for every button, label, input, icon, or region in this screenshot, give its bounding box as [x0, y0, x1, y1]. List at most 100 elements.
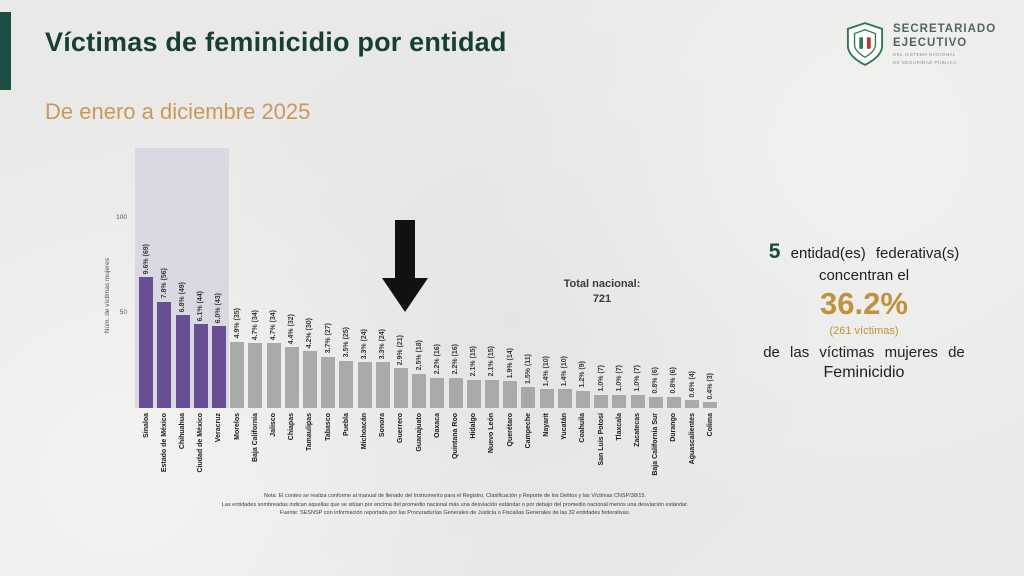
bar — [357, 362, 372, 408]
bar — [157, 301, 172, 408]
callout-crime-text: Feminicidio — [823, 364, 905, 381]
bar — [175, 314, 190, 408]
bar-value-label: 0.8% (6) — [670, 367, 678, 394]
page-title: Víctimas de feminicidio por entidad — [45, 27, 507, 57]
footnote: Nota: El conteo se realiza conforme al m… — [165, 492, 745, 518]
bar-value-label: 1.2% (9) — [579, 361, 587, 388]
footnote-line2: Las entidades sombreadas indican aquella… — [221, 501, 689, 508]
bar-value-label: 2.9% (21) — [397, 334, 405, 366]
bar — [430, 377, 445, 408]
arrow-head — [382, 278, 428, 312]
bar — [630, 394, 645, 408]
x-category-label: Jalisco — [270, 413, 277, 437]
logo-sub-line1: DEL SISTEMA NACIONAL — [893, 51, 956, 57]
bar — [612, 394, 627, 408]
bar — [193, 324, 208, 408]
x-category-label: Coahuila — [579, 413, 587, 443]
logo-name-line2: EJECUTIVO — [893, 37, 968, 50]
bar — [484, 379, 499, 408]
x-category-label: Yucatán — [561, 413, 569, 440]
bar-value-label: 1.4% (10) — [543, 355, 550, 386]
bar-value-label: 2.2% (16) — [452, 344, 459, 375]
bar-value-label: 4.7% (34) — [251, 310, 259, 341]
x-category-label: Ciudad de México — [197, 413, 205, 473]
y-tick-label: 50 — [119, 309, 127, 316]
y-tick-label: 100 — [116, 214, 127, 221]
bar-value-label: 1.0% (7) — [634, 365, 641, 392]
logo-text: SECRETARIADO EJECUTIVO DEL SISTEMA NACIO… — [893, 22, 996, 67]
shield-logo-icon — [846, 22, 884, 71]
y-axis-label: Núm. de víctimas mujeres — [104, 258, 111, 334]
bar-value-label: 1.0% (7) — [597, 365, 605, 392]
bar-value-label: 4.7% (34) — [270, 310, 277, 341]
callout-entity-text: entidad(es) federativa(s) — [790, 245, 960, 262]
x-category-label: Baja California — [251, 413, 259, 463]
bar-value-label: 2.5% (18) — [415, 340, 423, 371]
bar — [339, 360, 354, 408]
bar-value-label: 9.6% (69) — [142, 243, 150, 274]
x-category-label: Chiapas — [288, 413, 296, 441]
bar — [412, 373, 427, 408]
x-category-label: Tamaulipas — [306, 413, 314, 451]
bar-value-label: 3.3% (24) — [379, 329, 387, 360]
x-category-label: Campeche — [524, 413, 532, 449]
callout-victims-text: (261 víctimas) — [829, 325, 899, 337]
bar-value-label: 6.0% (43) — [215, 292, 223, 324]
x-category-label: Quintana Roo — [452, 413, 459, 459]
bar — [703, 402, 718, 408]
bar-value-label: 4.2% (30) — [306, 317, 314, 348]
bar — [230, 341, 245, 408]
x-category-label: Tlaxcala — [615, 413, 623, 441]
bar — [557, 389, 572, 408]
x-category-label: San Luis Potosí — [597, 413, 605, 466]
callout: 5 entidad(es) federativa(s) concentran e… — [726, 240, 1002, 382]
callout-percentage: 36.2% — [820, 286, 908, 321]
logo-name-line1: SECRETARIADO — [893, 23, 997, 35]
bar — [393, 368, 408, 408]
total-national: Total nacional: 721 — [537, 278, 667, 305]
callout-line1: 5 entidad(es) federativa(s) — [726, 240, 1002, 264]
bar-value-label: 2.2% (16) — [433, 344, 441, 375]
bar-value-label: 0.6% (4) — [688, 370, 696, 398]
bar-value-label: 2.1% (15) — [470, 346, 478, 377]
x-category-label: Sonora — [379, 413, 387, 438]
x-category-label: Aguascalientes — [688, 413, 696, 465]
bar-value-label: 1.4% (10) — [561, 355, 569, 386]
bar — [248, 343, 263, 408]
x-category-label: Durango — [670, 413, 678, 442]
total-national-label: Total nacional: — [563, 278, 641, 290]
bar-value-label: 1.5% (11) — [524, 354, 532, 385]
page-subtitle: De enero a diciembre 2025 — [45, 99, 311, 124]
x-category-label: Morelos — [233, 413, 241, 440]
footnote-line1: Nota: El conteo se realiza conforme al m… — [263, 493, 647, 499]
bar-value-label: 6.8% (49) — [179, 281, 186, 312]
bar-value-label: 4.9% (35) — [233, 308, 241, 339]
bar — [375, 362, 390, 408]
x-category-label: Michoacán — [361, 413, 368, 450]
bar-value-label: 7.8% (56) — [160, 268, 168, 299]
bar-value-label: 4.4% (32) — [288, 313, 296, 345]
bar — [666, 396, 681, 408]
x-category-label: Chihuahua — [179, 413, 186, 450]
accent-bar — [0, 12, 11, 90]
x-category-label: Guanajuato — [415, 413, 423, 452]
bar-value-label: 3.5% (25) — [342, 327, 350, 358]
x-category-label: Baja California Sur — [652, 413, 660, 476]
bar — [503, 381, 518, 408]
x-category-label: Sinaloa — [142, 413, 150, 438]
x-category-label: Guerrero — [397, 413, 405, 443]
x-category-label: Nuevo León — [488, 413, 496, 454]
bar-value-label: 3.7% (27) — [324, 323, 332, 354]
x-category-label: Estado de México — [160, 413, 168, 473]
logo-sub-line2: DE SEGURIDAD PÚBLICA — [893, 59, 957, 65]
bar-chart: Núm. de víctimas mujeres Total nacional:… — [92, 140, 740, 520]
bar — [539, 389, 554, 408]
x-category-label: Querétaro — [506, 413, 514, 447]
bar — [211, 326, 226, 408]
bar-value-label: 2.1% (15) — [488, 346, 496, 377]
x-category-label: Oaxaca — [433, 413, 441, 438]
x-category-label: Tabasco — [324, 413, 332, 441]
logo: SECRETARIADO EJECUTIVO DEL SISTEMA NACIO… — [846, 22, 996, 71]
bar — [284, 347, 299, 408]
callout-concentrate-text: concentran el — [818, 267, 910, 284]
